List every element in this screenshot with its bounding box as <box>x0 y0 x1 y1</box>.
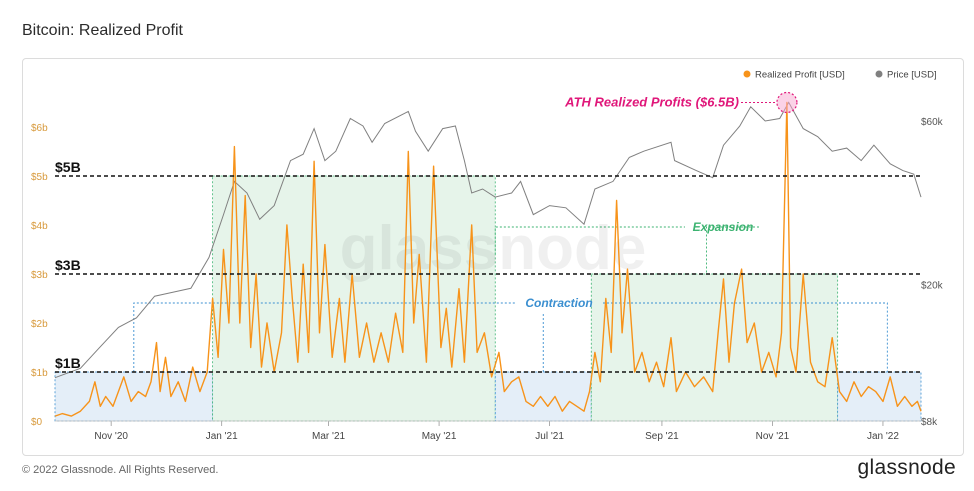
x-tick-label: May '21 <box>422 431 457 442</box>
x-tick-label: Sep '21 <box>645 431 679 442</box>
realized-profit-line <box>54 101 922 417</box>
legend-marker-1 <box>875 70 883 78</box>
contraction-region-0 <box>54 371 214 422</box>
expansion-region-3 <box>590 273 839 422</box>
y-left-tick: $6b <box>31 123 48 134</box>
contraction-bracket-right <box>603 302 888 372</box>
brand-logo: glassnode <box>857 456 956 479</box>
threshold-label: $5B <box>55 159 81 175</box>
x-tick-label: Jan '21 <box>206 431 238 442</box>
ath-annotation: ATH Realized Profits ($6.5B) <box>564 95 739 110</box>
legend-label-1: Price [USD] <box>887 70 937 81</box>
ath-marker <box>776 91 798 114</box>
y-left-tick: $5b <box>31 172 48 183</box>
y-left-tick: $0 <box>31 417 43 428</box>
watermark: glassnode <box>340 214 647 283</box>
x-tick-label: Jul '21 <box>535 431 564 442</box>
copyright: © 2022 Glassnode. All Rights Reserved. <box>22 464 219 476</box>
y-right-tick: $60k <box>921 117 944 128</box>
threshold-label: $1B <box>55 355 81 371</box>
x-tick-label: Mar '21 <box>312 431 345 442</box>
y-left-tick: $2b <box>31 319 48 330</box>
contraction-region-2 <box>494 371 592 422</box>
expansion-bracket-left <box>494 226 685 255</box>
contraction-bracket-left <box>133 302 515 372</box>
realized-profit-chart: glassnode $0 $1b $2b $3b $4b $5b $6b $8k $20k $60k… <box>31 70 944 443</box>
x-tick-label: Nov '21 <box>756 431 790 442</box>
y-left-tick: $3b <box>31 270 48 281</box>
expansion-bracket-right <box>706 226 759 274</box>
y-right-tick: $20k <box>921 281 944 292</box>
y-left-tick: $1b <box>31 368 48 379</box>
threshold-label: $3B <box>55 257 81 273</box>
legend-label-0: Realized Profit [USD] <box>755 70 845 81</box>
contraction-annotation: Contraction <box>525 296 592 310</box>
x-tick-label: Jan '22 <box>867 431 899 442</box>
chart-panel: glassnode $0 $1b $2b $3b $4b $5b $6b $8k $20k $60k… <box>22 58 964 456</box>
y-left-tick: $4b <box>31 221 48 232</box>
y-right-tick: $8k <box>921 417 938 428</box>
x-tick-label: Nov '20 <box>94 431 128 442</box>
expansion-annotation: Expansion <box>693 220 754 234</box>
legend-marker-0 <box>743 70 751 78</box>
chart-title: Bitcoin: Realized Profit <box>22 22 183 39</box>
